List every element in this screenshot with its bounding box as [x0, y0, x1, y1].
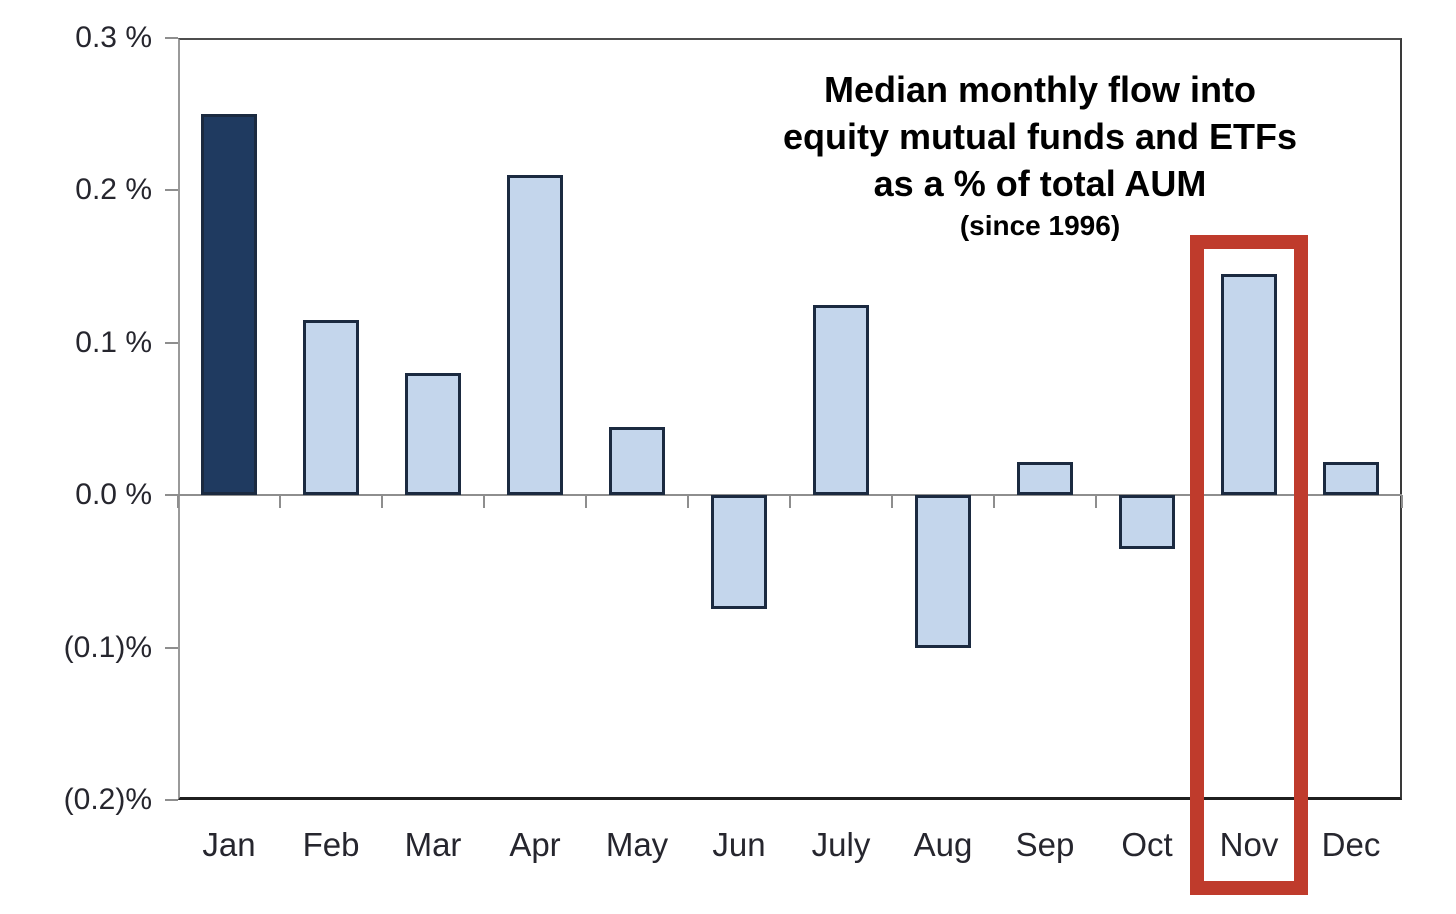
x-axis-label-nov: Nov [1219, 826, 1279, 863]
y-axis-label: (0.2)% [63, 783, 152, 816]
bar-oct [1119, 495, 1175, 549]
bar-mar [405, 373, 461, 496]
y-axis-label: 0.2 % [75, 173, 152, 207]
chart-title: Median monthly flow into equity mutual f… [640, 66, 1440, 245]
highlight-box-nov [1190, 235, 1308, 895]
plot-area [178, 38, 1402, 800]
bar-nov [1221, 274, 1277, 496]
chart-title-line-3: as a % of total AUM [873, 163, 1207, 204]
y-axis-label: 0.3 % [75, 21, 152, 54]
y-axis-tick [165, 189, 178, 192]
x-axis-label-jun: Jun [712, 826, 766, 863]
y-axis-label: 0.0 % [75, 478, 152, 512]
category-axis-tick [381, 495, 383, 509]
bar-apr [507, 175, 563, 496]
bar-july [813, 304, 869, 496]
y-axis-tick [165, 37, 178, 39]
y-axis-tick [165, 799, 178, 801]
y-axis-tick [165, 494, 178, 497]
y-axis-tick [165, 646, 178, 649]
bar-jan [201, 114, 257, 496]
x-axis-label-aug: Aug [913, 826, 973, 863]
x-axis-label-may: May [605, 826, 669, 863]
category-axis-tick [1401, 495, 1403, 509]
y-axis-label: (0.1)% [63, 630, 152, 664]
x-axis-label-sep: Sep [1015, 826, 1075, 863]
category-axis-tick [279, 495, 281, 509]
chart-subtitle: (since 1996) [959, 210, 1121, 241]
category-axis-tick [585, 495, 587, 509]
category-axis-tick [687, 495, 689, 509]
bar-feb [303, 319, 359, 496]
bar-jun [711, 495, 767, 610]
x-axis-label-dec: Dec [1321, 826, 1381, 863]
bar-may [609, 426, 665, 496]
x-axis-label-oct: Oct [1121, 826, 1173, 863]
x-axis-label-feb: Feb [302, 826, 360, 863]
x-axis-label-jan: Jan [202, 826, 256, 863]
category-axis-tick [1095, 495, 1097, 509]
x-axis-label-july: July [811, 826, 871, 863]
bar-dec [1323, 461, 1379, 496]
x-axis-label-mar: Mar [404, 826, 462, 863]
bar-sep [1017, 461, 1073, 496]
category-axis-tick [177, 495, 179, 509]
category-axis-tick [993, 495, 995, 509]
category-axis-tick [483, 495, 485, 509]
bar-aug [915, 495, 971, 648]
x-axis-label-apr: Apr [509, 826, 561, 863]
category-axis-tick [891, 495, 893, 509]
y-axis-label: 0.1 % [75, 325, 152, 359]
chart-title-line-2: equity mutual funds and ETFs [782, 116, 1298, 157]
category-axis-tick [789, 495, 791, 509]
chart-title-line-1: Median monthly flow into [824, 69, 1256, 110]
y-axis-tick [165, 341, 178, 344]
